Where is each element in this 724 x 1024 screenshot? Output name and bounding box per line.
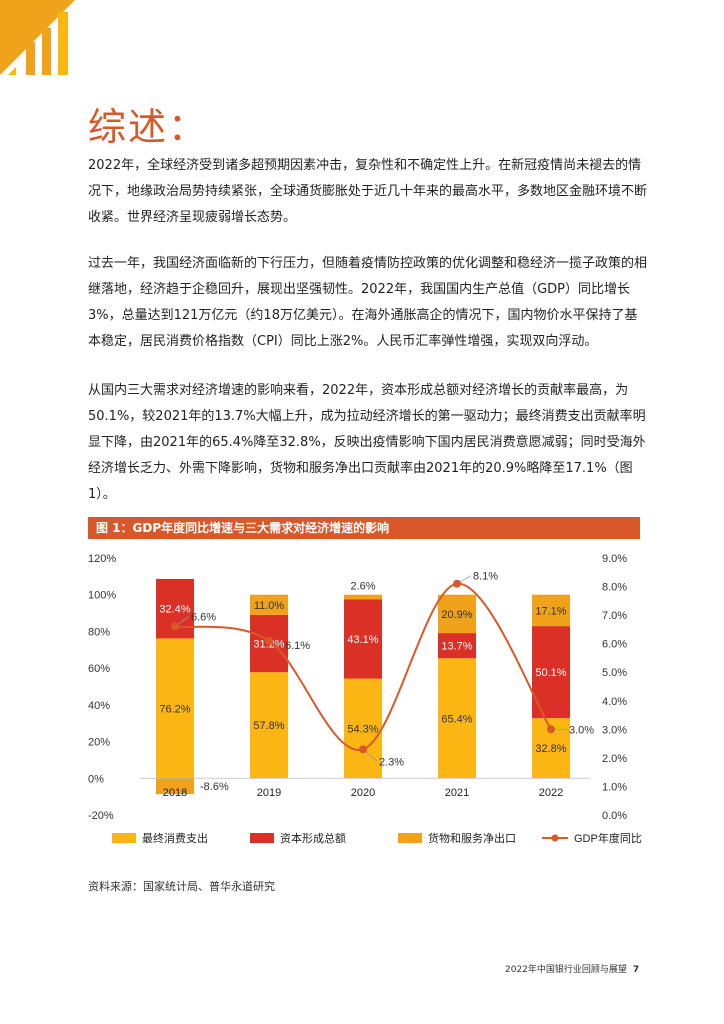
label-capital: 13.7% bbox=[441, 641, 472, 653]
label-net-exports: 2.6% bbox=[350, 581, 375, 593]
bar-net-exports bbox=[438, 594, 476, 634]
paragraph-3: 从国内三大需求对经济增速的影响来看，2022年，资本形成总额对经济增长的贡献率最… bbox=[88, 383, 646, 502]
y-left-tick-label: 20% bbox=[88, 737, 110, 749]
y-left-tick-label: 80% bbox=[88, 626, 110, 638]
bar-net-exports bbox=[344, 594, 382, 600]
gdp-point bbox=[359, 745, 367, 754]
logo bbox=[0, 0, 75, 75]
bar-net-exports bbox=[532, 594, 570, 627]
label-consumption: 54.3% bbox=[347, 723, 378, 735]
bar-net-exports bbox=[156, 778, 194, 795]
x-tick-label: 2021 bbox=[445, 787, 469, 799]
label-net-exports: 11.0% bbox=[254, 600, 285, 612]
label-consumption: 32.8% bbox=[535, 743, 566, 755]
legend-label: 资本形成总额 bbox=[280, 831, 346, 845]
label-capital: 50.1% bbox=[535, 667, 566, 679]
gdp-label: 6.1% bbox=[285, 640, 310, 652]
gdp-point bbox=[265, 636, 273, 645]
label-net-exports: 17.1% bbox=[535, 605, 566, 617]
y-right-tick-label: 1.0% bbox=[602, 781, 627, 793]
footer: 2022年中国银行业回顾与展望 7 bbox=[505, 962, 639, 975]
x-tick-label: 2018 bbox=[163, 787, 187, 799]
legend-label: GDP年度同比 bbox=[574, 831, 642, 845]
figure-title: 图 1：GDP年度同比增速与三大需求对经济增速的影响 bbox=[88, 517, 640, 539]
label-consumption: 57.8% bbox=[253, 720, 284, 732]
y-right-tick-label: 3.0% bbox=[602, 724, 627, 736]
y-right-tick-label: 9.0% bbox=[602, 553, 627, 565]
y-left-tick-label: 100% bbox=[88, 590, 116, 602]
gdp-label: 6.6% bbox=[191, 612, 216, 624]
x-tick-label: 2019 bbox=[257, 787, 281, 799]
y-left-tick-label: 120% bbox=[88, 553, 116, 565]
gdp-point bbox=[453, 579, 461, 588]
bar-consumption bbox=[344, 678, 382, 779]
bar-net-exports bbox=[250, 594, 288, 615]
source-note: 资料来源：国家统计局、普华永道研究 bbox=[88, 880, 275, 893]
gdp-point bbox=[547, 725, 555, 734]
gdp-growth-line bbox=[174, 582, 552, 751]
paragraph-1: 2022年，全球经济受到诸多超预期因素冲击，复杂性和不确定性上升。在新冠疫情尚未… bbox=[88, 158, 648, 225]
page-number: 7 bbox=[632, 965, 640, 975]
y-right-tick-label: 7.0% bbox=[602, 610, 627, 622]
label-net-exports: -8.6% bbox=[200, 781, 229, 793]
bar-consumption bbox=[156, 638, 194, 779]
bar-consumption bbox=[250, 672, 288, 779]
legend-swatch bbox=[112, 833, 136, 843]
gdp-label: 3.0% bbox=[569, 724, 594, 736]
y-right-tick-label: 8.0% bbox=[602, 582, 627, 594]
gdp-contribution-chart: 120% 100% 80% 60% 40% 20% 0% -20% 9.0% 8.0% 7.0% 6.… bbox=[88, 553, 642, 845]
label-consumption: 76.2% bbox=[159, 703, 190, 715]
bar-consumption bbox=[438, 658, 476, 779]
paragraph-2: 过去一年，我国经济面临新的下行压力，但随着疫情防控政策的优化调整和稳经济一揽子政… bbox=[88, 256, 648, 349]
y-right-tick-label: 0.0% bbox=[602, 810, 627, 822]
footer-title: 2022年中国银行业回顾与展望 bbox=[505, 965, 627, 975]
label-capital: 43.1% bbox=[347, 634, 378, 646]
legend-swatch bbox=[250, 833, 274, 843]
gdp-label: 8.1% bbox=[473, 571, 498, 583]
y-left-tick-label: 0% bbox=[88, 773, 104, 785]
x-tick-label: 2022 bbox=[539, 787, 563, 799]
gdp-label: 2.3% bbox=[379, 756, 404, 768]
y-right-tick-label: 6.0% bbox=[602, 639, 627, 651]
y-right-tick-label: 2.0% bbox=[602, 753, 627, 765]
bar-capital bbox=[344, 599, 382, 679]
legend-label: 最终消费支出 bbox=[142, 831, 208, 845]
y-left-tick-label: 40% bbox=[88, 700, 110, 712]
page-title: 综述： bbox=[88, 105, 209, 149]
legend-swatch-gdp-point bbox=[551, 834, 559, 842]
label-consumption: 65.4% bbox=[441, 713, 472, 725]
gdp-point bbox=[171, 622, 179, 631]
x-tick-label: 2020 bbox=[351, 787, 375, 799]
legend-label: 货物和服务净出口 bbox=[428, 831, 516, 845]
y-left-tick-label: 60% bbox=[88, 663, 110, 675]
y-right-tick-label: 4.0% bbox=[602, 696, 627, 708]
bar-capital bbox=[438, 633, 476, 659]
y-left-tick-label: -20% bbox=[88, 810, 114, 822]
label-net-exports: 20.9% bbox=[441, 609, 472, 621]
y-right-tick-label: 5.0% bbox=[602, 667, 627, 679]
label-capital: 32.4% bbox=[159, 604, 190, 616]
legend-swatch bbox=[398, 833, 422, 843]
